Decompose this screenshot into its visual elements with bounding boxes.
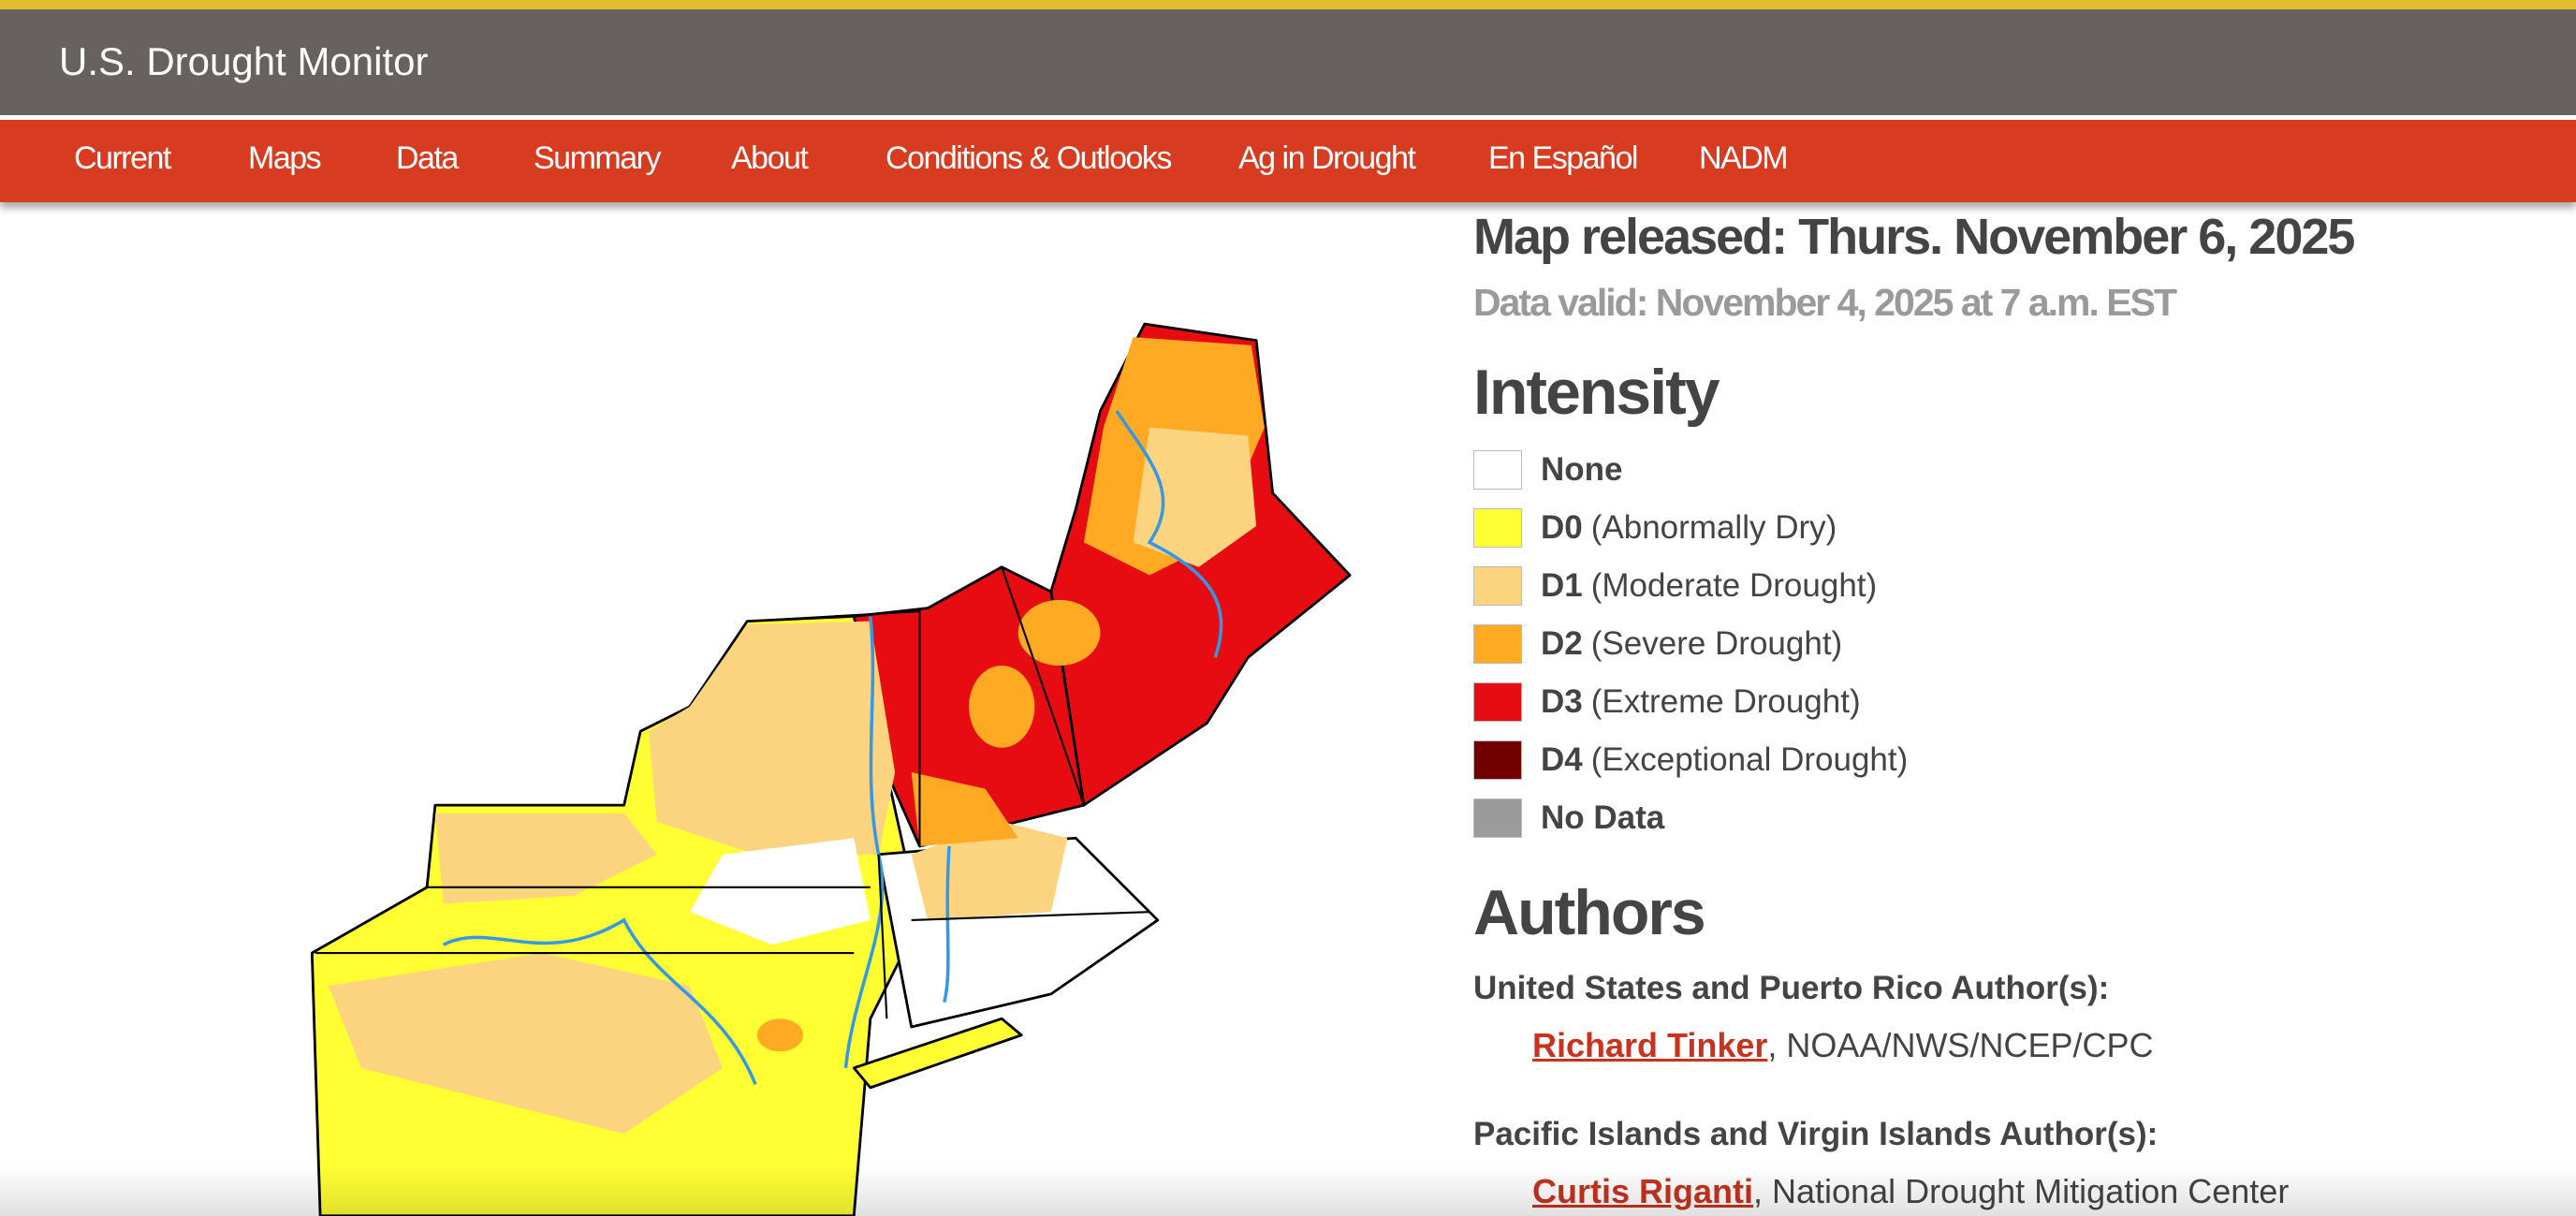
nav-link[interactable]: Maps <box>248 140 322 176</box>
legend-code: D2 <box>1541 625 1583 662</box>
nav-link[interactable]: En Español <box>1488 140 1638 176</box>
legend-item: D4 (Exceptional Drought) <box>1473 736 1908 784</box>
legend-item: D3 (Extreme Drought) <box>1473 678 1861 726</box>
legend-item: No Data <box>1473 794 1673 842</box>
nav-link[interactable]: Conditions & Outlooks <box>886 140 1172 176</box>
legend-code: No Data <box>1541 799 1665 836</box>
nav-link[interactable]: Summary <box>534 140 661 176</box>
author-link[interactable]: Curtis Riganti <box>1532 1172 1753 1210</box>
author-affiliation: , National Drought Mitigation Center <box>1753 1172 2289 1210</box>
legend-desc: (Severe Drought) <box>1590 625 1843 662</box>
legend-code: D3 <box>1541 683 1583 720</box>
author-line: Richard Tinker, NOAA/NWS/NCEP/CPC <box>1532 1026 2153 1065</box>
authors-title: Authors <box>1473 877 1706 948</box>
nav-link[interactable]: About <box>731 140 809 176</box>
nav-link[interactable]: NADM <box>1699 140 1789 176</box>
legend-code: D1 <box>1541 567 1583 604</box>
author-heading: Pacific Islands and Virgin Islands Autho… <box>1473 1116 2159 1152</box>
top-stripe <box>0 0 2576 9</box>
site-title[interactable]: U.S. Drought Monitor <box>59 39 429 83</box>
nav-link[interactable]: Ag in Drought <box>1238 140 1416 176</box>
author-link[interactable]: Richard Tinker <box>1532 1026 1768 1064</box>
legend-item: D2 (Severe Drought) <box>1473 620 1842 668</box>
nav-link[interactable]: Data <box>396 140 459 176</box>
legend-swatch <box>1473 624 1522 664</box>
author-affiliation: , NOAA/NWS/NCEP/CPC <box>1767 1026 2154 1064</box>
legend-desc: (Exceptional Drought) <box>1590 741 1909 778</box>
author-heading: United States and Puerto Rico Author(s): <box>1473 970 2110 1006</box>
legend-code: None <box>1541 451 1623 488</box>
legend-code: D0 <box>1541 509 1583 546</box>
legend-desc: (Moderate Drought) <box>1590 567 1878 604</box>
legend-desc: (Extreme Drought) <box>1590 683 1861 720</box>
drought-map <box>310 322 1352 1216</box>
author-line: Curtis Riganti, National Drought Mitigat… <box>1532 1172 2289 1211</box>
legend-swatch <box>1473 566 1522 606</box>
valid-date: Data valid: November 4, 2025 at 7 a.m. E… <box>1473 281 2177 324</box>
legend-item: D0 (Abnormally Dry) <box>1473 504 1837 552</box>
legend-code: D4 <box>1541 741 1583 778</box>
legend-item: None <box>1473 446 1632 494</box>
legend-swatch <box>1473 682 1522 722</box>
legend-item: D1 (Moderate Drought) <box>1473 562 1877 610</box>
legend-swatch <box>1473 508 1522 548</box>
legend-title: Intensity <box>1473 357 1720 428</box>
legend-desc: (Abnormally Dry) <box>1590 509 1837 546</box>
header: U.S. Drought Monitor <box>0 9 2576 115</box>
bottom-shadow <box>0 1165 2576 1216</box>
legend-swatch <box>1473 798 1522 838</box>
legend-swatch <box>1473 740 1522 780</box>
release-date: Map released: Thurs. November 6, 2025 <box>1473 209 2355 265</box>
nav-link[interactable]: Current <box>74 140 171 176</box>
legend-swatch <box>1473 450 1522 490</box>
nav-bar: Current Maps Data Summary About Conditions & … <box>0 120 2576 202</box>
